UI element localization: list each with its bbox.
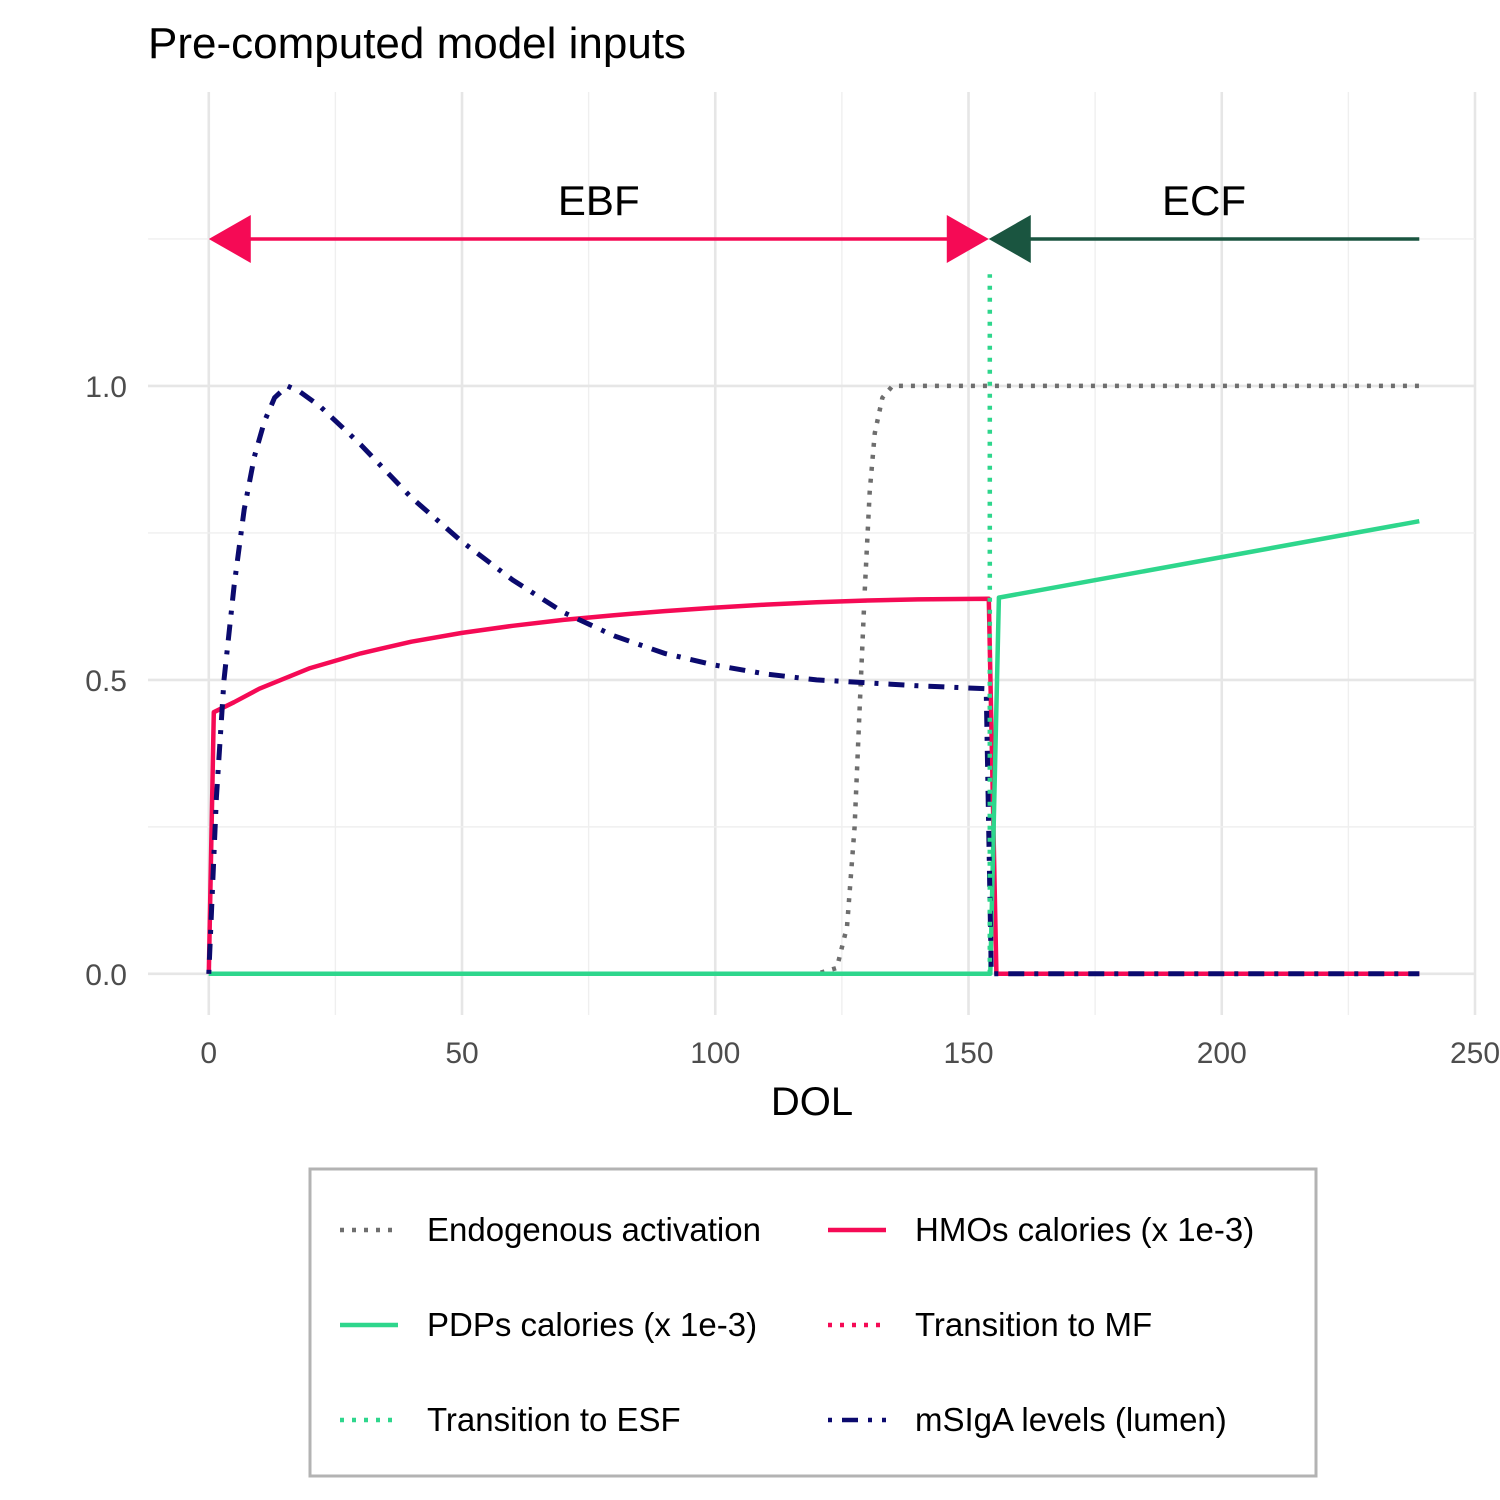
x-tick-label: 50: [445, 1037, 478, 1070]
series-line-2: [208, 518, 1420, 977]
ecf-arrow-head: [988, 214, 1031, 263]
y-tick-label: 0.5: [85, 665, 127, 698]
x-axis-ticks: 0 50 100 150 200 250: [200, 1037, 1500, 1070]
phase-annotations: EBF ECF: [208, 177, 1420, 263]
series-line-1: [206, 596, 1420, 977]
legend-label-3: Transition to MF: [915, 1306, 1152, 1343]
ebf-label: EBF: [558, 177, 640, 224]
x-tick-label: 200: [1197, 1037, 1247, 1070]
y-tick-label: 1.0: [85, 371, 127, 404]
legend-label-0: Endogenous activation: [427, 1211, 761, 1248]
legend-label-4: Transition to ESF: [427, 1401, 681, 1438]
series-lines: [206, 274, 1420, 977]
grid: [148, 92, 1477, 1015]
y-tick-label: 0.0: [85, 959, 127, 992]
x-axis-label: DOL: [771, 1080, 853, 1124]
legend-box: [308, 1167, 1318, 1478]
x-tick-label: 100: [690, 1037, 740, 1070]
legend-label-5: mSIgA levels (lumen): [915, 1401, 1227, 1438]
ebf-arrow-head-left: [208, 214, 251, 263]
x-tick-label: 150: [943, 1037, 993, 1070]
ecf-label: ECF: [1162, 177, 1246, 224]
legend-label-2: PDPs calories (x 1e-3): [427, 1306, 757, 1343]
legend-label-1: HMOs calories (x 1e-3): [915, 1211, 1254, 1248]
legend: Endogenous activation HMOs calories (x 1e…: [340, 1211, 1254, 1438]
y-axis-ticks: 0.0 0.5 1.0: [85, 371, 127, 992]
series-line-5: [206, 383, 1420, 977]
chart-title: Pre-computed model inputs: [148, 19, 686, 68]
series-line-0: [208, 383, 1420, 977]
x-tick-label: 0: [200, 1037, 217, 1070]
x-tick-label: 250: [1450, 1037, 1500, 1070]
ebf-arrow-head-right: [946, 214, 989, 263]
